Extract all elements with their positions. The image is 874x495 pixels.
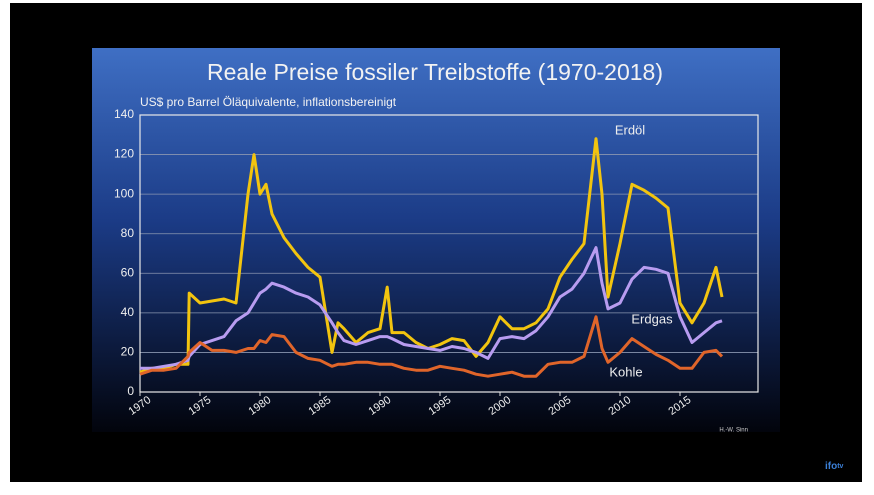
credit: H.-W. Sinn xyxy=(719,428,748,434)
y-tick-label: 80 xyxy=(121,226,135,240)
chart-title: Reale Preise fossiler Treibstoffe (1970-… xyxy=(207,59,663,85)
logo: ifotv xyxy=(825,461,844,472)
chart-subtitle: US$ pro Barrel Öläquivalente, inflations… xyxy=(140,95,397,109)
logo-main: ifo xyxy=(825,461,837,472)
y-tick-label: 60 xyxy=(121,265,135,279)
series-label: Erdöl xyxy=(615,122,645,137)
series-line xyxy=(139,315,724,378)
logo-suffix: tv xyxy=(837,463,843,470)
series-line xyxy=(139,137,724,374)
y-tick-label: 40 xyxy=(121,305,135,319)
series-label: Kohle xyxy=(609,364,642,379)
plot-frame xyxy=(139,114,759,393)
y-tick-label: 20 xyxy=(121,345,135,359)
y-tick-label: 100 xyxy=(114,186,134,200)
y-tick-label: 140 xyxy=(114,107,134,121)
series-line xyxy=(140,246,723,370)
y-tick-label: 0 xyxy=(127,384,134,398)
series-label: Erdgas xyxy=(631,311,673,326)
y-tick-label: 120 xyxy=(114,147,134,161)
